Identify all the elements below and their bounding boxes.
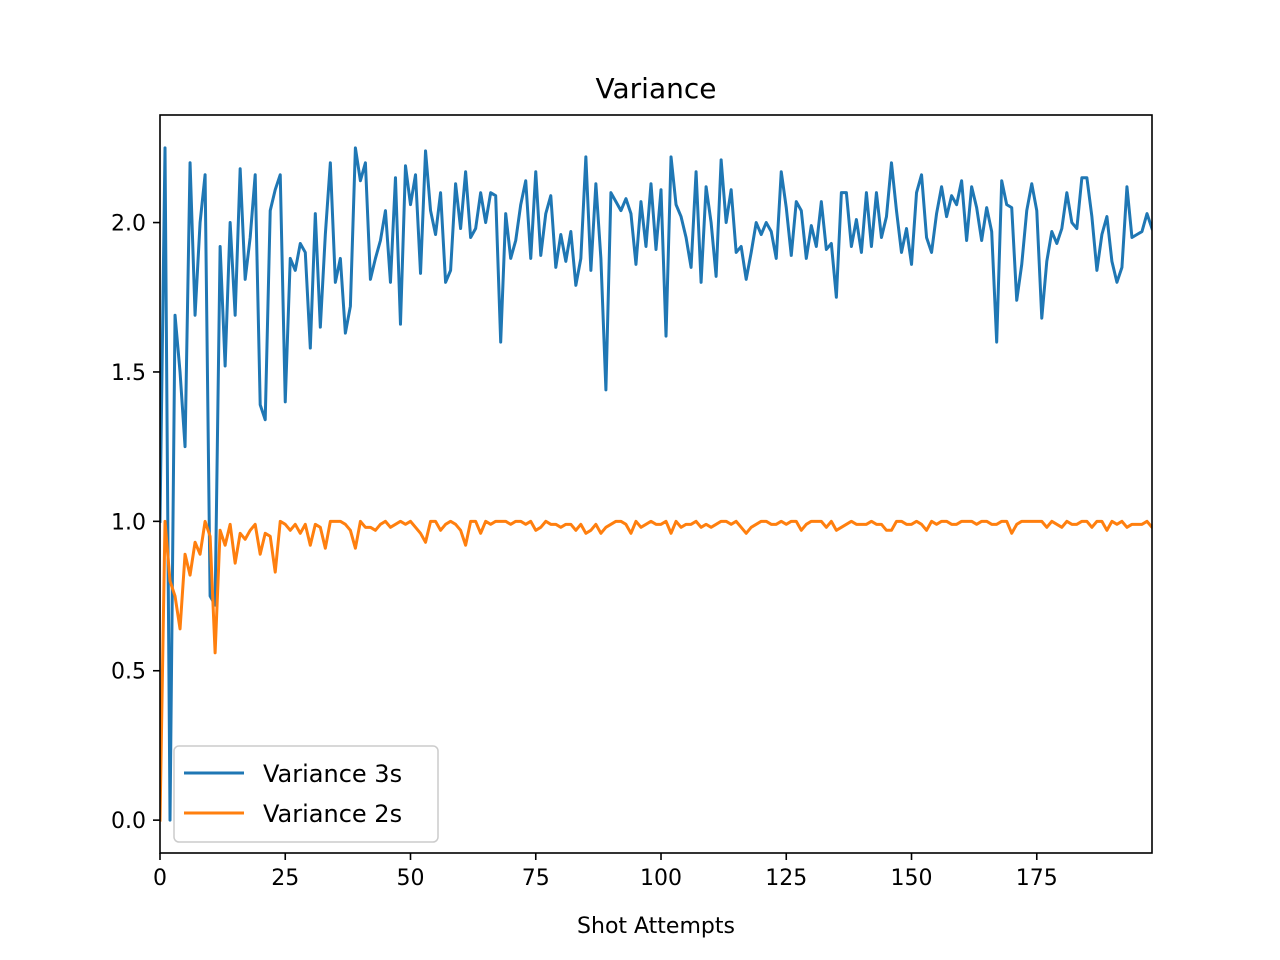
x-tick-label: 50 <box>397 866 425 891</box>
x-tick-label: 125 <box>765 866 807 891</box>
plot-frame <box>159 114 1153 854</box>
y-tick-label: 1.5 <box>111 361 146 386</box>
series-line-1 <box>160 519 1152 822</box>
legend-label-0: Variance 3s <box>263 760 402 788</box>
legend-label-1: Variance 2s <box>263 800 402 828</box>
y-tick-label: 0.0 <box>111 809 146 834</box>
chart-title: Variance <box>596 72 717 105</box>
x-tick-label: 0 <box>153 866 167 891</box>
x-tick-label: 25 <box>271 866 299 891</box>
chart-legend: Variance 3s Variance 2s <box>173 745 439 843</box>
y-axis-ticks: 0.0 0.5 1.0 1.5 2.0 <box>111 212 160 834</box>
x-axis-label: Shot Attempts <box>577 914 735 939</box>
y-tick-label: 1.0 <box>111 510 146 535</box>
series-line-0 <box>160 146 1152 822</box>
x-tick-label: 150 <box>891 866 933 891</box>
y-tick-label: 2.0 <box>111 212 146 237</box>
legend-box <box>173 745 439 843</box>
x-tick-label: 100 <box>640 866 682 891</box>
x-tick-label: 175 <box>1016 866 1058 891</box>
y-tick-label: 0.5 <box>111 660 146 685</box>
x-axis-ticks: 0 25 50 75 100 125 150 175 <box>153 853 1058 891</box>
x-tick-label: 75 <box>522 866 550 891</box>
series-layer <box>160 146 1152 822</box>
